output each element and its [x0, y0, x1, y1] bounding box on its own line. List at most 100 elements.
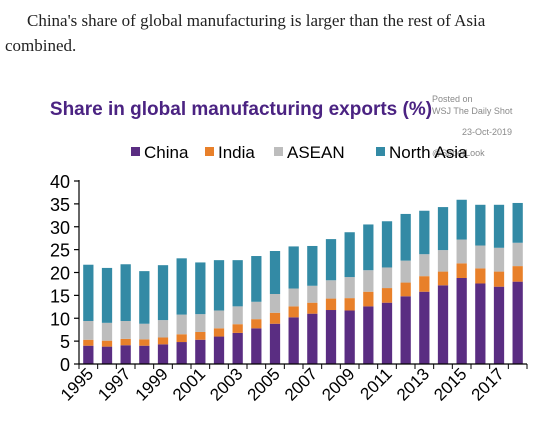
bar-china-2018 — [512, 281, 523, 364]
bar-india-2017 — [493, 271, 505, 287]
x-tick-label: 2011 — [357, 364, 396, 403]
y-tick-label: 25 — [50, 241, 70, 261]
legend-swatch-asean — [274, 147, 283, 156]
bar-north-asia-2002 — [213, 260, 225, 311]
bar-asean-2011 — [381, 267, 393, 289]
bar-asean-1997 — [120, 321, 131, 339]
y-tick-label: 5 — [60, 332, 70, 352]
x-axis: 1995199719992001200320052007200920112013… — [57, 363, 528, 405]
bar-north-asia-2011 — [381, 221, 393, 268]
bar-north-asia-2015 — [456, 199, 467, 240]
legend-label-china: China — [144, 143, 189, 162]
bar-china-2007 — [307, 313, 318, 364]
x-tick-label: 2003 — [206, 364, 246, 404]
bar-asean-2000 — [176, 314, 187, 335]
y-tick-label: 0 — [60, 355, 70, 375]
bar-north-asia-2012 — [400, 213, 411, 261]
legend-swatch-india — [205, 147, 214, 156]
bar-north-asia-2018 — [512, 202, 523, 243]
bar-asean-1995 — [83, 321, 94, 340]
bar-north-asia-2014 — [437, 207, 449, 251]
bar-asean-2013 — [419, 254, 430, 277]
bar-north-asia-2009 — [344, 232, 355, 278]
x-tick-label: 2005 — [244, 364, 284, 404]
chart-legend: China India ASEAN North Asia — [131, 143, 468, 162]
bar-india-2002 — [213, 328, 225, 337]
bar-india-1999 — [157, 337, 169, 345]
y-tick-label: 20 — [50, 264, 70, 284]
bar-china-1995 — [83, 345, 94, 364]
bar-china-2015 — [456, 277, 467, 364]
bar-china-2004 — [251, 328, 262, 364]
bar-china-2012 — [400, 296, 411, 364]
bar-china-2014 — [437, 285, 449, 364]
bar-north-asia-2008 — [325, 239, 337, 281]
bar-asean-2017 — [493, 247, 505, 272]
bar-north-asia-2016 — [475, 204, 486, 246]
bar-asean-1996 — [101, 322, 113, 341]
y-tick-label: 10 — [50, 309, 70, 329]
bar-north-asia-2007 — [307, 245, 318, 286]
bar-india-1995 — [83, 339, 94, 346]
chart-title: Share in global manufacturing exports (%… — [50, 99, 432, 120]
bar-north-asia-2013 — [419, 210, 430, 255]
bar-asean-2010 — [363, 270, 374, 292]
bar-asean-2009 — [344, 277, 355, 299]
x-tick-label: 1999 — [132, 364, 172, 404]
watermark-line1: Posted on — [432, 94, 473, 104]
bar-north-asia-1997 — [120, 264, 131, 321]
bar-asean-2006 — [288, 288, 299, 307]
bar-north-asia-2000 — [176, 258, 187, 315]
bar-china-2005 — [269, 323, 281, 364]
watermark: Posted on WSJ The Daily Shot 23-Oct-2019… — [432, 94, 513, 158]
bar-india-2008 — [325, 298, 337, 311]
x-tick-label: 2007 — [281, 364, 321, 404]
bar-india-1996 — [101, 340, 113, 347]
bar-north-asia-2004 — [251, 256, 262, 302]
bar-asean-1999 — [157, 320, 169, 338]
bar-north-asia-2006 — [288, 246, 299, 289]
bar-china-2011 — [381, 302, 393, 364]
x-tick-label: 2017 — [468, 364, 508, 404]
bar-india-1997 — [120, 338, 131, 346]
bar-north-asia-1995 — [83, 264, 94, 321]
watermark-line2: WSJ The Daily Shot — [432, 106, 513, 116]
legend-swatch-north-asia — [376, 147, 385, 156]
watermark-line3: 23-Oct-2019 — [462, 127, 512, 137]
caption: China's share of global manufacturing is… — [5, 8, 535, 58]
bar-china-2013 — [419, 291, 430, 364]
bar-india-2006 — [288, 306, 299, 318]
bar-north-asia-2017 — [493, 204, 505, 248]
bar-asean-2014 — [437, 250, 449, 272]
bar-asean-2015 — [456, 239, 467, 264]
caption-text: China's share of global manufacturing is… — [5, 11, 486, 55]
bar-asean-2008 — [325, 280, 337, 299]
bar-asean-2007 — [307, 285, 318, 303]
bar-north-asia-1998 — [139, 271, 150, 324]
bar-north-asia-2010 — [363, 224, 374, 271]
bar-asean-2018 — [512, 242, 523, 267]
bar-north-asia-1996 — [101, 267, 113, 323]
bar-asean-2005 — [269, 294, 281, 313]
bar-china-2017 — [493, 286, 505, 364]
bar-india-1998 — [139, 339, 150, 346]
y-tick-label: 30 — [50, 218, 70, 238]
bar-china-2009 — [344, 310, 355, 364]
x-tick-label: 2013 — [393, 364, 433, 404]
bar-india-2012 — [400, 282, 411, 297]
bar-north-asia-2001 — [195, 262, 206, 315]
bar-china-2001 — [195, 339, 206, 364]
bar-asean-1998 — [139, 323, 150, 340]
legend-label-north-asia: North Asia — [389, 143, 468, 162]
bar-india-2003 — [232, 324, 243, 333]
bar-india-2007 — [307, 302, 318, 314]
y-tick-label: 40 — [50, 172, 70, 192]
bar-china-1999 — [157, 344, 169, 364]
bar-india-2016 — [475, 268, 486, 284]
y-tick-label: 15 — [50, 286, 70, 306]
bar-india-2004 — [251, 319, 262, 329]
bar-india-2000 — [176, 334, 187, 343]
bar-china-1998 — [139, 345, 150, 364]
bar-india-2005 — [269, 312, 281, 324]
legend-label-asean: ASEAN — [287, 143, 345, 162]
